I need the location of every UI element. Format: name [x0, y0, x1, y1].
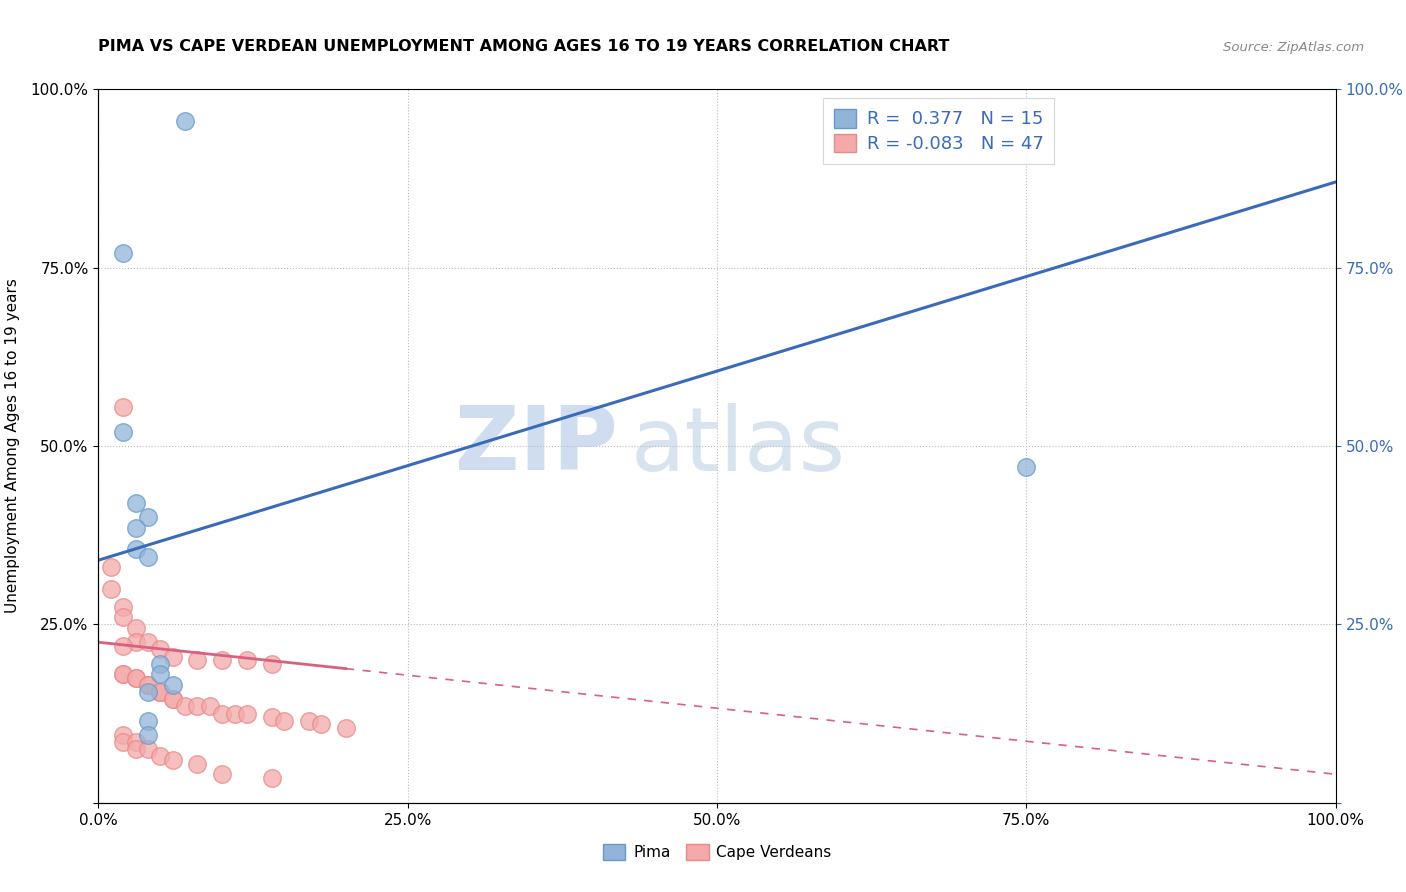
Point — [1015, 460, 1038, 475]
Point — [174, 114, 197, 128]
Point — [136, 728, 159, 742]
Point — [136, 635, 159, 649]
Point — [124, 742, 146, 756]
Point — [136, 678, 159, 692]
Point — [149, 685, 172, 699]
Legend: Pima, Cape Verdeans: Pima, Cape Verdeans — [596, 838, 838, 866]
Point — [224, 706, 246, 721]
Point — [211, 767, 233, 781]
Point — [211, 706, 233, 721]
Point — [174, 699, 197, 714]
Point — [260, 771, 283, 785]
Point — [149, 657, 172, 671]
Point — [112, 400, 135, 414]
Point — [112, 728, 135, 742]
Point — [149, 685, 172, 699]
Point — [236, 706, 259, 721]
Point — [112, 610, 135, 624]
Point — [162, 753, 184, 767]
Point — [124, 671, 146, 685]
Point — [124, 496, 146, 510]
Text: PIMA VS CAPE VERDEAN UNEMPLOYMENT AMONG AGES 16 TO 19 YEARS CORRELATION CHART: PIMA VS CAPE VERDEAN UNEMPLOYMENT AMONG … — [98, 38, 950, 54]
Text: atlas: atlas — [630, 402, 845, 490]
Point — [309, 717, 332, 731]
Point — [136, 742, 159, 756]
Point — [186, 756, 208, 771]
Point — [149, 642, 172, 657]
Text: ZIP: ZIP — [456, 402, 619, 490]
Point — [112, 667, 135, 681]
Point — [124, 735, 146, 749]
Point — [260, 710, 283, 724]
Point — [162, 692, 184, 706]
Point — [124, 542, 146, 557]
Point — [186, 699, 208, 714]
Point — [124, 671, 146, 685]
Point — [136, 510, 159, 524]
Point — [112, 735, 135, 749]
Point — [112, 425, 135, 439]
Point — [136, 685, 159, 699]
Point — [186, 653, 208, 667]
Point — [112, 246, 135, 260]
Point — [260, 657, 283, 671]
Text: Source: ZipAtlas.com: Source: ZipAtlas.com — [1223, 40, 1364, 54]
Point — [124, 521, 146, 535]
Point — [335, 721, 357, 735]
Point — [136, 549, 159, 564]
Point — [149, 667, 172, 681]
Point — [198, 699, 221, 714]
Point — [136, 714, 159, 728]
Point — [211, 653, 233, 667]
Point — [100, 560, 122, 574]
Point — [136, 678, 159, 692]
Point — [112, 599, 135, 614]
Point — [124, 621, 146, 635]
Point — [298, 714, 321, 728]
Point — [149, 685, 172, 699]
Point — [112, 639, 135, 653]
Y-axis label: Unemployment Among Ages 16 to 19 years: Unemployment Among Ages 16 to 19 years — [4, 278, 20, 614]
Point — [162, 692, 184, 706]
Point — [273, 714, 295, 728]
Point — [112, 667, 135, 681]
Point — [100, 582, 122, 596]
Point — [124, 635, 146, 649]
Point — [162, 649, 184, 664]
Point — [149, 749, 172, 764]
Point — [162, 678, 184, 692]
Point — [236, 653, 259, 667]
